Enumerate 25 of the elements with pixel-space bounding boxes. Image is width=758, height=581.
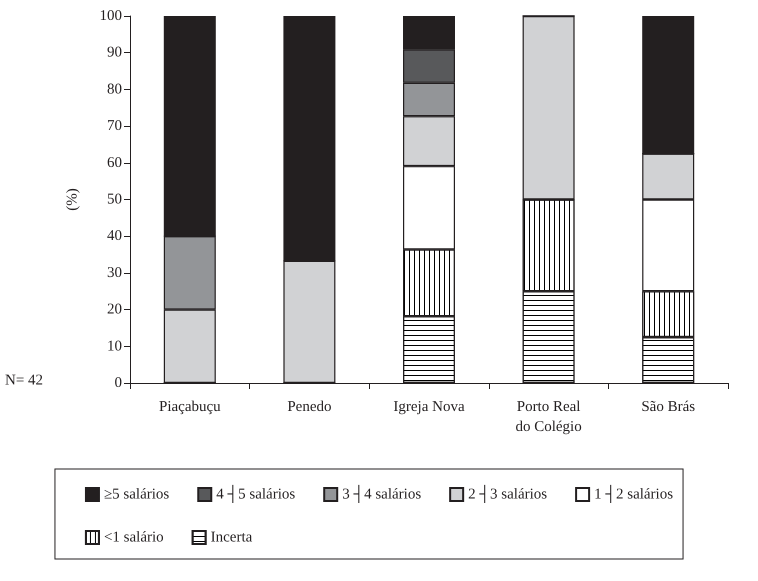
x-tick-label: Porto Real do Colégio — [515, 399, 582, 435]
y-tick-label: 80 — [107, 81, 122, 98]
y-tick-label: 60 — [107, 154, 122, 171]
x-tick-label: Piaçabuçu — [158, 399, 222, 415]
x-tick-label: São Brás — [641, 399, 696, 415]
text: N= 42 — [5, 372, 44, 388]
legend-label: 1 ┤2 salários — [594, 484, 674, 504]
y-tick-label: 20 — [107, 302, 122, 318]
y-tick-label: 40 — [107, 228, 122, 244]
legend-label: <1 salário — [104, 530, 164, 546]
x-tick-label: Igreja Nova — [393, 399, 465, 415]
legend-label: 2 ┤3 salários — [468, 484, 548, 504]
legend-label: ≥5 salários — [104, 486, 170, 502]
legend-label: 3 ┤4 salários — [342, 484, 422, 504]
y-tick-label: 70 — [107, 118, 122, 134]
legend-label: 4 ┤5 salários — [216, 484, 296, 504]
y-axis-title: (%) — [64, 188, 80, 211]
legend-label: Incerta — [210, 530, 253, 546]
x-tick-label: Penedo — [287, 399, 332, 415]
y-tick-label: 0 — [114, 375, 122, 391]
y-tick-label: 10 — [107, 338, 122, 354]
y-tick-label: 100 — [100, 8, 122, 24]
y-tick-label: 30 — [107, 264, 122, 281]
y-tick-label: 50 — [107, 192, 122, 208]
y-tick-label: 90 — [107, 44, 122, 61]
